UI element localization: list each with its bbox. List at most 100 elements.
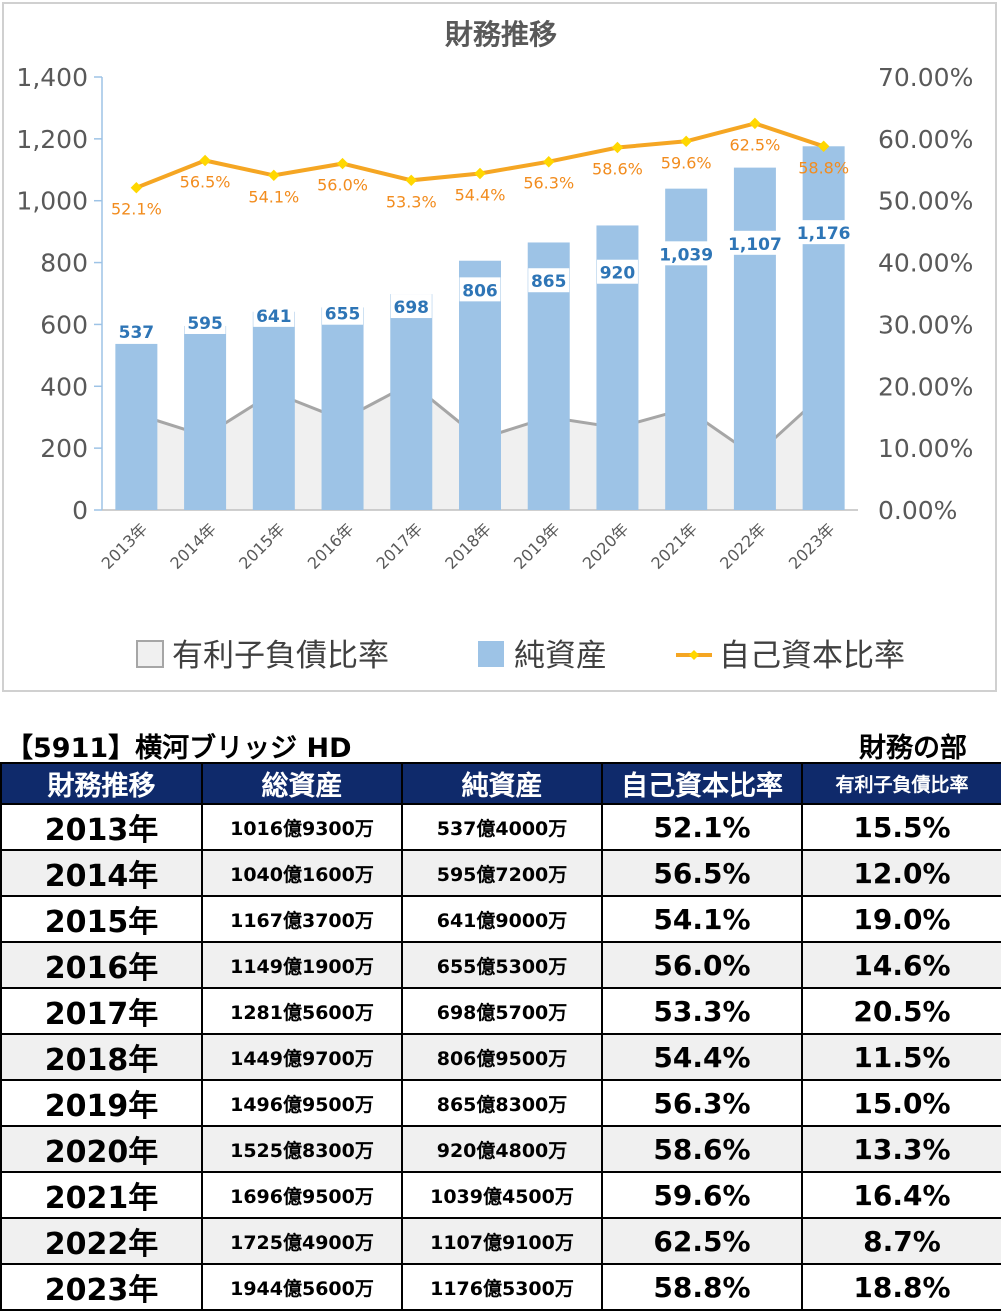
net-assets-bar [665, 188, 708, 510]
table-row: 2020年 1525億8300万 920億4800万 58.6% 13.3% [0, 1125, 1001, 1173]
cell-debt-ratio: 20.5% [801, 987, 1001, 1035]
cell-net-assets: 1039億4500万 [401, 1171, 603, 1219]
cell-equity-ratio: 56.3% [601, 1079, 803, 1127]
net-assets-bar [802, 146, 845, 510]
y-tick-label-right: 20.00% [878, 372, 973, 401]
net-assets-bar [459, 260, 501, 510]
net-assets-bar [321, 307, 364, 510]
net-assets-label-bg [253, 302, 295, 327]
net-assets-label-bg [792, 220, 856, 245]
cell-total-assets: 1149億1900万 [201, 941, 403, 989]
cell-total-assets: 1725億4900万 [201, 1217, 403, 1265]
cell-net-assets: 537億4000万 [401, 803, 603, 851]
x-tick-label: 2016年 [304, 519, 358, 573]
y-tick-label-right: 10.00% [878, 434, 973, 463]
equity-ratio-label: 56.5% [180, 173, 231, 192]
x-tick-label: 2021年 [647, 519, 701, 573]
cell-total-assets: 1496億9500万 [201, 1079, 403, 1127]
cell-total-assets: 1167億3700万 [201, 895, 403, 943]
company-title: 【5911】横河ブリッジ HD [6, 733, 352, 764]
y-tick-label-left: 1,400 [16, 63, 88, 92]
x-tick-label: 2015年 [235, 519, 289, 573]
cell-debt-ratio: 18.8% [801, 1263, 1001, 1311]
cell-year: 2020年 [0, 1125, 203, 1173]
y-tick-label-right: 70.00% [878, 63, 973, 92]
table-row: 2023年 1944億5600万 1176億5300万 58.8% 18.8% [0, 1263, 1001, 1311]
table-row: 2015年 1167億3700万 641億9000万 54.1% 19.0% [0, 895, 1001, 943]
section-label: 財務の部 [859, 733, 967, 764]
net-assets-label: 1,176 [797, 224, 851, 244]
cell-year: 2013年 [0, 803, 203, 851]
cell-net-assets: 1176億5300万 [401, 1263, 603, 1311]
cell-debt-ratio: 14.6% [801, 941, 1001, 989]
legend-label-equity-ratio: 自己資本比率 [719, 638, 905, 674]
equity-ratio-marker [749, 117, 761, 130]
y-tick-label-left: 800 [40, 249, 88, 278]
y-tick-label-left: 600 [40, 310, 88, 339]
header-period: 財務推移 [0, 762, 203, 805]
net-assets-label: 806 [462, 281, 498, 301]
equity-ratio-label: 56.0% [317, 176, 368, 195]
x-tick-label: 2023年 [785, 519, 839, 573]
legend-swatch-debt-ratio [136, 640, 164, 668]
chart-title: 財務推移 [445, 18, 557, 51]
y-tick-label-left: 400 [40, 372, 88, 401]
net-assets-label: 865 [531, 272, 567, 292]
net-assets-label-bg [596, 259, 638, 284]
cell-debt-ratio: 16.4% [801, 1171, 1001, 1219]
y-tick-label-right: 50.00% [878, 187, 973, 216]
x-tick-label: 2013年 [98, 519, 152, 573]
header-debt-ratio: 有利子負債比率 [801, 762, 1001, 805]
equity-ratio-label: 58.6% [592, 160, 643, 179]
net-assets-bar [115, 343, 158, 510]
net-assets-label: 920 [600, 264, 636, 284]
equity-ratio-marker [817, 140, 830, 152]
cell-equity-ratio: 56.0% [601, 941, 803, 989]
cell-total-assets: 1449億9700万 [201, 1033, 403, 1081]
financial-table: 財務推移 総資産 純資産 自己資本比率 有利子負債比率 2013年 1016億93… [0, 762, 1001, 1311]
cell-net-assets: 920億4800万 [401, 1125, 603, 1173]
financial-chart: 財務推移 0 200 400 600 800 1,000 1,200 1,400 0.00% 10.… [16, 18, 973, 674]
net-assets-label-bg [115, 318, 157, 343]
equity-ratio-marker [680, 135, 692, 148]
legend-label-debt-ratio: 有利子負債比率 [172, 638, 389, 674]
legend-label-net-assets: 純資産 [514, 638, 607, 674]
y-tick-label-right: 0.00% [878, 496, 957, 525]
x-tick-label: 2014年 [166, 519, 220, 573]
table-row: 2022年 1725億4900万 1107億9100万 62.5% 8.7% [0, 1217, 1001, 1265]
x-tick-label: 2017年 [373, 519, 427, 573]
cell-debt-ratio: 12.0% [801, 849, 1001, 897]
x-tick-label: 2019年 [510, 519, 564, 573]
cell-equity-ratio: 54.4% [601, 1033, 803, 1081]
net-assets-label-bg [322, 300, 364, 325]
x-tick-label: 2022年 [716, 519, 770, 573]
table-header-row: 財務推移 総資産 純資産 自己資本比率 有利子負債比率 [0, 762, 1001, 805]
cell-net-assets: 655億5300万 [401, 941, 603, 989]
cell-debt-ratio: 15.5% [801, 803, 1001, 851]
table-row: 2016年 1149億1900万 655億5300万 56.0% 14.6% [0, 941, 1001, 989]
net-assets-bar [184, 325, 227, 510]
equity-ratio-label: 62.5% [729, 135, 780, 154]
cell-debt-ratio: 8.7% [801, 1217, 1001, 1265]
cell-equity-ratio: 56.5% [601, 849, 803, 897]
cell-year: 2019年 [0, 1079, 203, 1127]
cell-year: 2021年 [0, 1171, 203, 1219]
net-assets-label: 595 [187, 314, 223, 334]
net-assets-label-bg [528, 268, 570, 293]
equity-ratio-marker [199, 154, 211, 167]
cell-year: 2022年 [0, 1217, 203, 1265]
cell-total-assets: 1696億9500万 [201, 1171, 403, 1219]
header-equity-ratio: 自己資本比率 [601, 762, 803, 805]
header-net-assets: 純資産 [401, 762, 603, 805]
net-assets-label-bg [654, 241, 718, 266]
cell-equity-ratio: 54.1% [601, 895, 803, 943]
y-tick-label-right: 40.00% [878, 249, 973, 278]
equity-ratio-marker [336, 157, 349, 170]
cell-equity-ratio: 53.3% [601, 987, 803, 1035]
net-assets-label: 1,107 [728, 235, 782, 255]
cell-net-assets: 1107億9100万 [401, 1217, 603, 1265]
equity-ratio-label: 54.1% [248, 187, 299, 206]
equity-ratio-marker [474, 167, 486, 180]
equity-ratio-marker [130, 182, 143, 194]
cell-debt-ratio: 15.0% [801, 1079, 1001, 1127]
